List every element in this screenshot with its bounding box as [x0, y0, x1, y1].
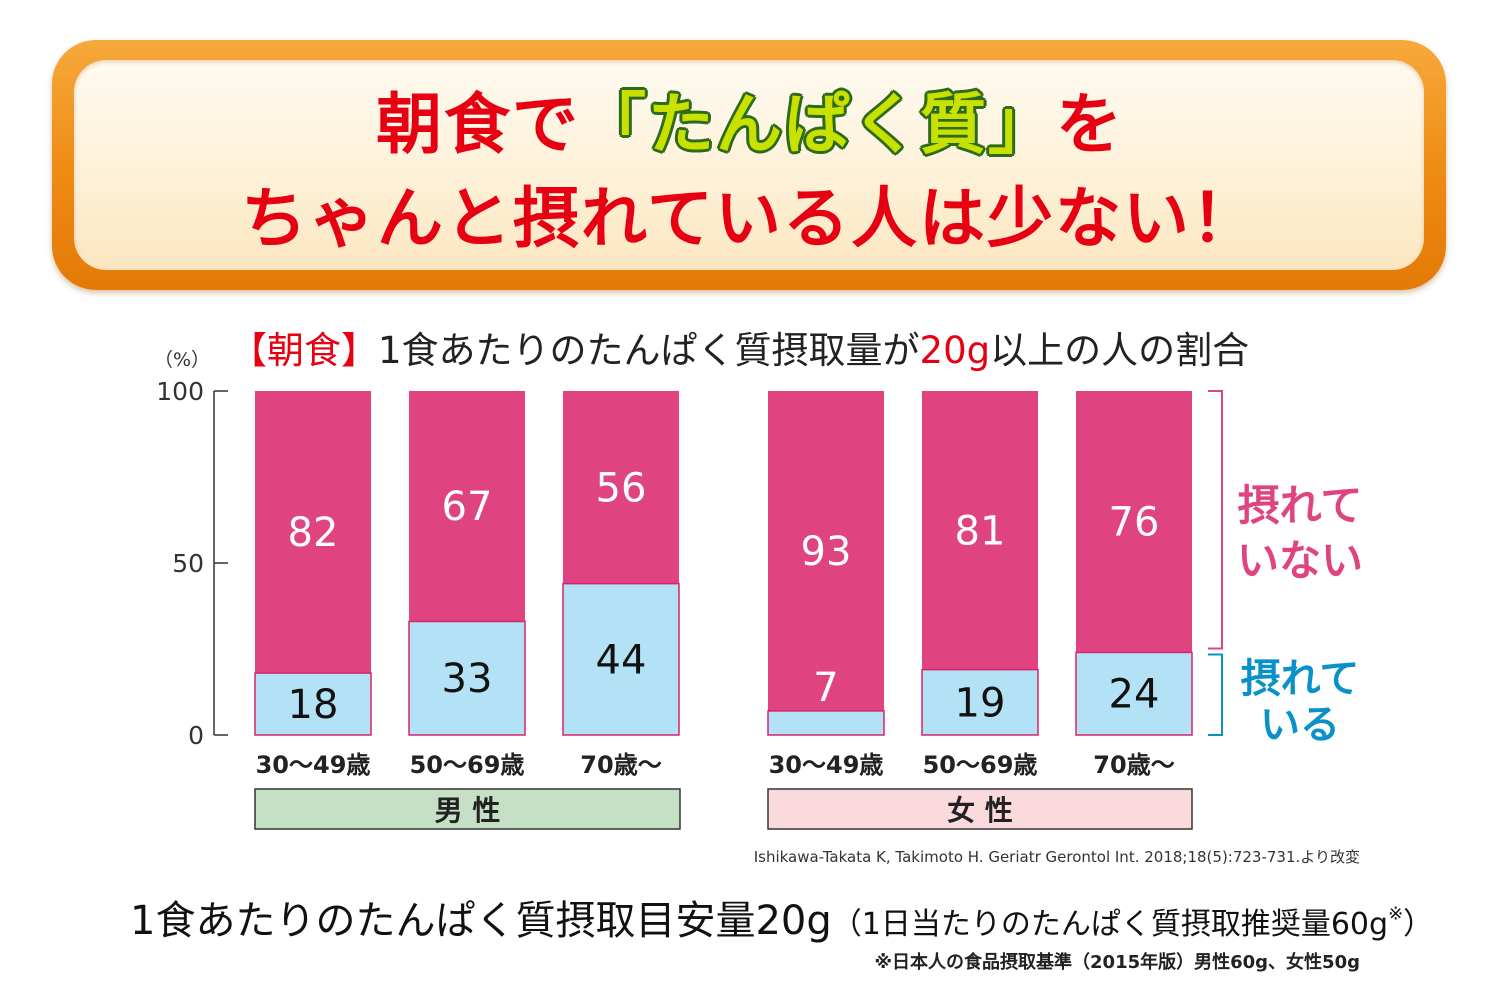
data-label-taking: 24: [1109, 672, 1160, 718]
x-tick-label: 70歳〜: [1093, 751, 1174, 779]
bottom-note-close: ）: [1403, 907, 1434, 942]
bar-segment-not-taking: [922, 391, 1038, 670]
legend-bracket-not-taking: [1208, 390, 1223, 650]
data-label-taking: 7: [813, 665, 838, 711]
bar-segment-taking: [408, 620, 526, 736]
chart-title: 【朝食】1食あたりのたんぱく質摂取量が20g以上の人の割合: [230, 320, 1249, 374]
headline-line-2: ちゃんと摂れている人は少ない！: [240, 180, 1260, 257]
bar-segment-taking: [767, 710, 885, 736]
group-label: 女 性: [947, 794, 1013, 827]
bar-segment-taking: [921, 668, 1039, 736]
x-tick-label: 50〜69歳: [410, 751, 525, 779]
chart-title-suffix: 以上の人の割合: [990, 329, 1250, 372]
chart-title-highlight: 20g: [919, 329, 991, 372]
data-label-taking: 18: [288, 682, 339, 728]
x-tick-label: 50〜69歳: [923, 751, 1038, 779]
y-tick-label: 0: [188, 721, 204, 750]
bar-segment-not-taking: [409, 391, 525, 622]
headline-highlight: 「たんぱく質」: [580, 86, 1056, 163]
bottom-note-paren: （1日当たりのたんぱく質摂取推奨量60g: [831, 907, 1389, 942]
bottom-note-mark: ※: [1388, 903, 1404, 925]
headline-line-1: 朝食で「たんぱく質」を: [0, 92, 1500, 158]
data-label-taking: 19: [955, 680, 1006, 726]
headline-banner-inner: [74, 60, 1424, 270]
bar-segment-not-taking: [1076, 391, 1192, 653]
legend-label-not-taking-2: いない: [1237, 536, 1363, 585]
y-tick-label: 50: [172, 549, 204, 578]
data-label-not-taking: 56: [596, 465, 647, 511]
headline-line-1-pre: 朝食で: [376, 86, 580, 163]
legend-label-not-taking-1: 摂れて: [1238, 481, 1363, 530]
x-tick-label: 70歳〜: [580, 751, 661, 779]
x-tick-label: 30〜49歳: [256, 751, 371, 779]
data-label-taking: 33: [442, 656, 493, 702]
headline-banner: [52, 40, 1446, 290]
legend-label-taking-1: 摂れて: [1241, 656, 1360, 702]
legend-bracket-taking: [1208, 653, 1223, 736]
bar-segment-taking: [254, 672, 372, 736]
chart-title-prefix: 【朝食】: [230, 329, 378, 372]
bar-segment-taking: [562, 582, 680, 736]
data-label-not-taking: 76: [1109, 500, 1160, 546]
unit-label: （%）: [154, 349, 210, 371]
group-box: [254, 788, 681, 830]
citation: Ishikawa-Takata K, Takimoto H. Geriatr G…: [753, 848, 1360, 866]
x-tick-label: 30〜49歳: [769, 751, 884, 779]
bar-segment-taking: [1075, 651, 1193, 736]
data-label-not-taking: 67: [442, 484, 493, 530]
y-tick-label: 100: [156, 377, 204, 406]
bar-segment-not-taking: [255, 391, 371, 674]
chart-title-main: 1食あたりのたんぱく質摂取量が: [378, 329, 920, 372]
bottom-note-main: 1食あたりのたんぱく質摂取目安量20g: [130, 898, 832, 944]
data-label-not-taking: 81: [955, 508, 1006, 554]
bar-segment-not-taking: [768, 391, 884, 711]
group-label: 男 性: [435, 794, 501, 827]
headline-line-1-post: を: [1056, 86, 1124, 163]
group-box: [767, 788, 1193, 830]
data-label-not-taking: 93: [801, 529, 852, 575]
bar-segment-not-taking: [563, 391, 679, 584]
footnote: ※日本人の食品摂取基準（2015年版）男性60g、女性50g: [874, 952, 1360, 973]
bottom-note: 1食あたりのたんぱく質摂取目安量20g（1日当たりのたんぱく質摂取推奨量60g※…: [130, 888, 1433, 946]
data-label-taking: 44: [596, 637, 647, 683]
data-label-not-taking: 82: [288, 510, 339, 556]
legend-label-taking-2: いる: [1260, 702, 1340, 748]
